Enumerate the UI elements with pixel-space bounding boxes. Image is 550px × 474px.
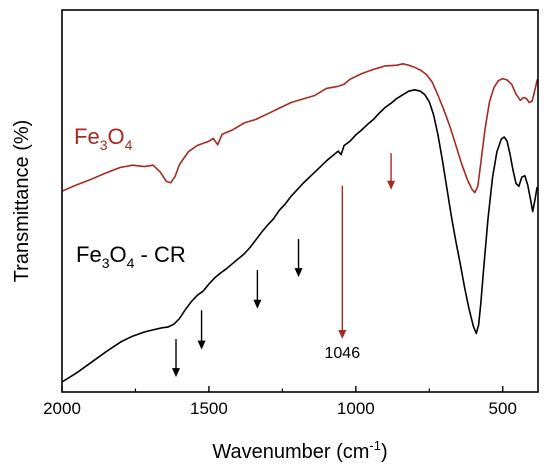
series-line-fe3o4 bbox=[61, 63, 539, 194]
x-axis-label: Wavenumber (cm-1) bbox=[212, 438, 387, 463]
peak-arrow bbox=[197, 310, 206, 350]
series-layer bbox=[61, 63, 539, 383]
peak-arrow bbox=[387, 153, 396, 190]
x-tick-label: 2000 bbox=[43, 399, 81, 418]
series-label-fe3o4-o: O bbox=[107, 124, 124, 149]
x-axis-label-close: ) bbox=[381, 441, 388, 463]
x-tick-label: 1000 bbox=[337, 399, 375, 418]
y-axis-label: Transmittance (%) bbox=[11, 120, 33, 283]
series-label-fe3o4-cr: Fe3O4 - CR bbox=[76, 242, 186, 271]
series-label-fe3o4-fe: Fe bbox=[74, 124, 100, 149]
peak-arrow bbox=[338, 185, 347, 340]
peak-arrow bbox=[294, 239, 303, 278]
peak-arrow bbox=[253, 270, 262, 309]
series-label-cr-sub3: 3 bbox=[102, 255, 110, 271]
series-label-cr-fe: Fe bbox=[76, 242, 102, 267]
peak-arrow bbox=[172, 339, 181, 378]
plot-frame bbox=[61, 9, 539, 393]
x-tick-label: 1500 bbox=[190, 399, 228, 418]
series-label-fe3o4-sub3: 3 bbox=[100, 137, 108, 153]
annotation-layer: 1046 bbox=[172, 153, 396, 378]
x-axis-ticks: 2000 1500 1000 500 bbox=[43, 386, 517, 418]
peak-label-1046: 1046 bbox=[325, 345, 361, 362]
x-axis-label-text: Wavenumber (cm bbox=[212, 441, 369, 463]
series-line-fe3o4-cr bbox=[61, 89, 538, 383]
series-label-cr-sub4: 4 bbox=[127, 255, 135, 271]
x-tick-label: 500 bbox=[489, 399, 517, 418]
series-label-fe3o4-sub4: 4 bbox=[125, 137, 133, 153]
series-label-cr-suffix: - CR bbox=[134, 242, 185, 267]
series-label-fe3o4: Fe3O4 bbox=[74, 124, 133, 153]
x-axis-label-superscript: -1 bbox=[369, 438, 381, 453]
series-label-cr-o: O bbox=[109, 242, 126, 267]
